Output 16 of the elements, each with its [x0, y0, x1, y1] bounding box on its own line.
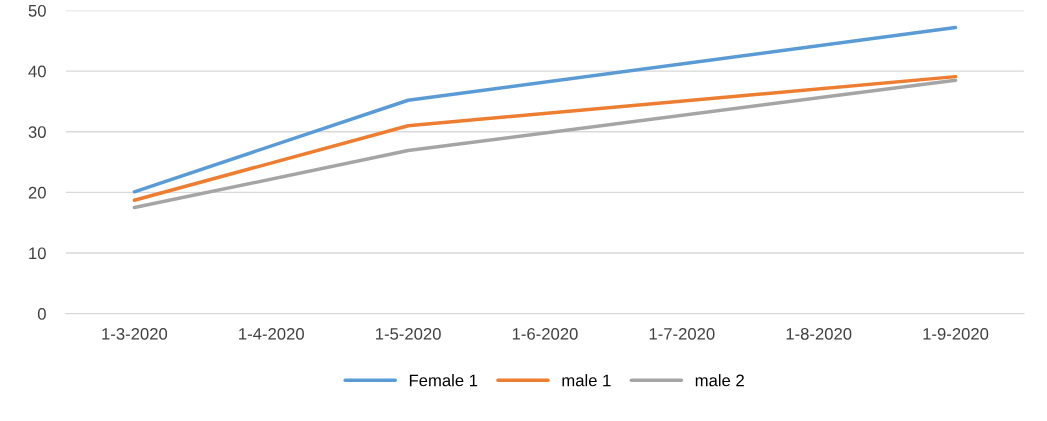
- y-tick-label: 20: [28, 186, 46, 199]
- legend-label: male 1: [562, 374, 611, 387]
- x-tick-label: 1-5-2020: [376, 327, 441, 340]
- x-tick-label: 1-7-2020: [649, 327, 715, 340]
- x-tick-label: 1-9-2020: [923, 327, 989, 340]
- x-tick-label: 1-6-2020: [512, 327, 578, 340]
- x-tick-label: 1-8-2020: [786, 327, 852, 340]
- y-tick-label: 10: [29, 247, 46, 260]
- y-tick-label: 40: [28, 65, 46, 78]
- y-tick-label: 50: [28, 4, 46, 17]
- y-tick-label: 0: [37, 308, 46, 320]
- x-tick-label: 1-3-2020: [102, 327, 168, 340]
- y-tick-label: 30: [28, 126, 46, 138]
- x-tick-label: 1-4-2020: [239, 327, 304, 340]
- legend-label: male 2: [695, 374, 744, 387]
- legend-label: Female 1: [409, 374, 478, 387]
